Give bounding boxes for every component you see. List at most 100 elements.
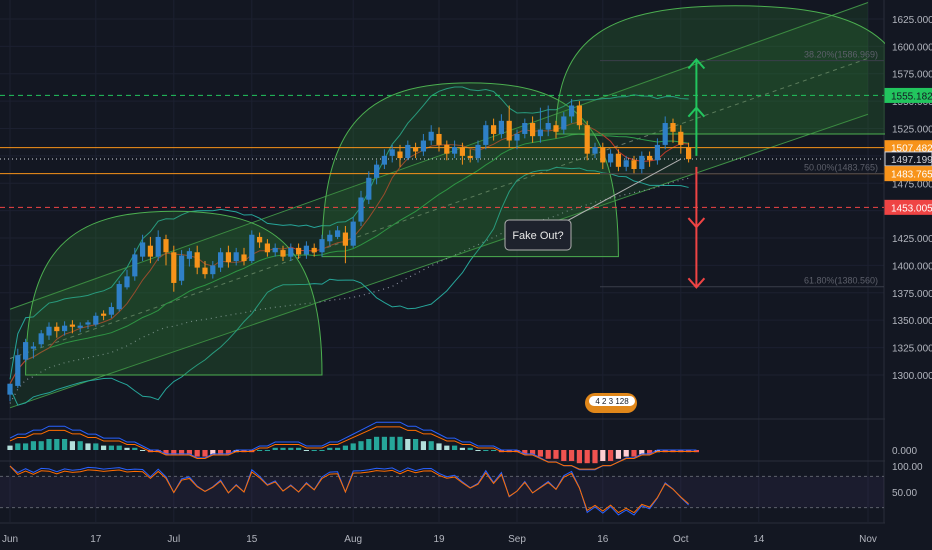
bollinger-lower — [9, 166, 689, 406]
candle-body — [405, 144, 411, 159]
candle-body — [23, 342, 29, 360]
candle-body — [171, 252, 177, 283]
stoch-band — [0, 476, 884, 508]
price-tick-label: 1325.000 — [892, 344, 932, 355]
fib-label: 61.80%(1380.560) — [804, 276, 878, 286]
price-tick-label: 1300.000 — [892, 371, 932, 382]
price-tick-label: 1625.000 — [892, 15, 932, 26]
candle-body — [647, 155, 653, 161]
macd-bar — [132, 447, 138, 450]
horizontal-levels: 38.20%(1586.969) 50.00%(1483.765) 61.80%(1… — [0, 50, 884, 288]
macd-bar — [491, 450, 497, 451]
time-tick-label: 17 — [90, 534, 102, 545]
stoch-tick-label: 100.00 — [892, 462, 923, 473]
candle-body — [428, 131, 434, 141]
macd-bar — [483, 450, 489, 451]
candle-body — [335, 230, 341, 237]
macd-pane — [7, 421, 699, 471]
arrow-head — [687, 277, 706, 289]
candle-body — [483, 125, 489, 145]
time-axis-background — [0, 524, 932, 550]
macd-bar — [389, 436, 395, 450]
macd-bar — [171, 450, 177, 455]
macd-bar — [202, 450, 208, 457]
macd-bar — [85, 443, 91, 450]
macd-bar — [561, 450, 567, 461]
macd-bar — [38, 441, 44, 450]
macd-bar — [108, 445, 114, 450]
candle-body — [366, 177, 372, 200]
macd-bar — [545, 450, 551, 459]
macd-bar — [475, 450, 481, 451]
candlesticks — [7, 98, 692, 402]
macd-bar — [124, 447, 130, 450]
macd-bar — [467, 447, 473, 450]
macd-bar — [342, 445, 348, 450]
macd-bar — [374, 436, 380, 450]
candle-body — [225, 252, 231, 263]
time-tick-label: Jun — [2, 534, 18, 545]
candle-body — [452, 147, 458, 154]
macd-bar — [381, 436, 387, 450]
macd-bar — [405, 439, 411, 450]
price-tag — [884, 87, 932, 103]
candle-body — [311, 247, 317, 253]
macd-bar — [69, 441, 75, 450]
channel-upper-line — [9, 2, 869, 310]
macd-bar — [584, 450, 590, 464]
candle-body — [93, 315, 99, 325]
candle-body — [85, 322, 91, 325]
up-arrow — [687, 57, 706, 156]
candle-body — [319, 239, 325, 253]
candle-body — [257, 236, 263, 243]
candle-body — [686, 147, 692, 160]
candle-body — [514, 133, 520, 141]
macd-bar — [428, 441, 434, 450]
price-tag-label: 1453.005 — [891, 203, 932, 214]
macd-bar — [319, 450, 325, 451]
macd-bar — [569, 450, 575, 461]
ma-dotted — [9, 177, 689, 404]
candle-body — [553, 125, 559, 132]
candle-body — [350, 221, 356, 246]
candle-body — [101, 313, 107, 316]
macd-bar — [530, 450, 536, 455]
macd-bar — [413, 439, 419, 450]
macd-bar — [163, 450, 169, 455]
macd-bar — [311, 450, 317, 451]
macd-line — [9, 421, 697, 471]
arrow-head — [687, 106, 706, 118]
candle-body — [38, 333, 44, 345]
time-tick-label: Oct — [673, 534, 689, 545]
macd-bar — [592, 450, 598, 464]
candle-body — [506, 120, 512, 141]
candle-body — [662, 123, 668, 145]
price-tick-label: 1575.000 — [892, 70, 932, 81]
candle-body — [54, 326, 60, 332]
price-tick-label: 1600.000 — [892, 42, 932, 53]
price-tag — [884, 199, 932, 215]
macd-bar — [7, 445, 13, 450]
candle-body — [233, 252, 239, 262]
candle-body — [631, 160, 637, 170]
badge-inner — [589, 396, 635, 406]
price-tick-label: 1350.000 — [892, 316, 932, 327]
candle-body — [420, 140, 426, 152]
signal-line — [9, 426, 697, 470]
candle-body — [584, 125, 590, 154]
candle-body — [46, 326, 52, 336]
stoch-tick-label: 50.00 — [892, 488, 917, 499]
candle-body — [288, 247, 294, 257]
price-tag-label: 1497.199 — [891, 155, 932, 166]
macd-bar — [116, 445, 122, 450]
candle-body — [210, 265, 216, 275]
candle-body — [491, 125, 497, 134]
candle-body — [374, 164, 380, 178]
macd-bar — [576, 450, 582, 464]
candle-body — [186, 251, 192, 259]
price-tag-label: 1507.482 — [891, 144, 932, 155]
bollinger-upper — [9, 86, 689, 380]
candle-body — [303, 245, 309, 255]
